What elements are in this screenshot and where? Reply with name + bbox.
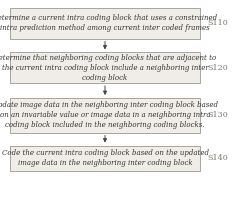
FancyBboxPatch shape [10, 8, 200, 39]
Text: S120: S120 [208, 64, 228, 72]
Text: S130: S130 [208, 111, 228, 119]
FancyBboxPatch shape [10, 146, 200, 171]
Text: Determine a current intra coding block that uses a constrained
intra prediction : Determine a current intra coding block t… [0, 14, 218, 32]
Text: S140: S140 [208, 154, 228, 162]
Text: Update image data in the neighboring inter coding block based
on an invariable v: Update image data in the neighboring int… [0, 101, 218, 129]
FancyBboxPatch shape [10, 98, 200, 133]
Text: Determine that neighboring coding blocks that are adjacent to
the current intra : Determine that neighboring coding blocks… [0, 54, 216, 82]
Text: S110: S110 [208, 19, 228, 27]
FancyBboxPatch shape [10, 52, 200, 83]
Text: Code the current intra coding block based on the updated
image data in the neigh: Code the current intra coding block base… [2, 149, 208, 168]
